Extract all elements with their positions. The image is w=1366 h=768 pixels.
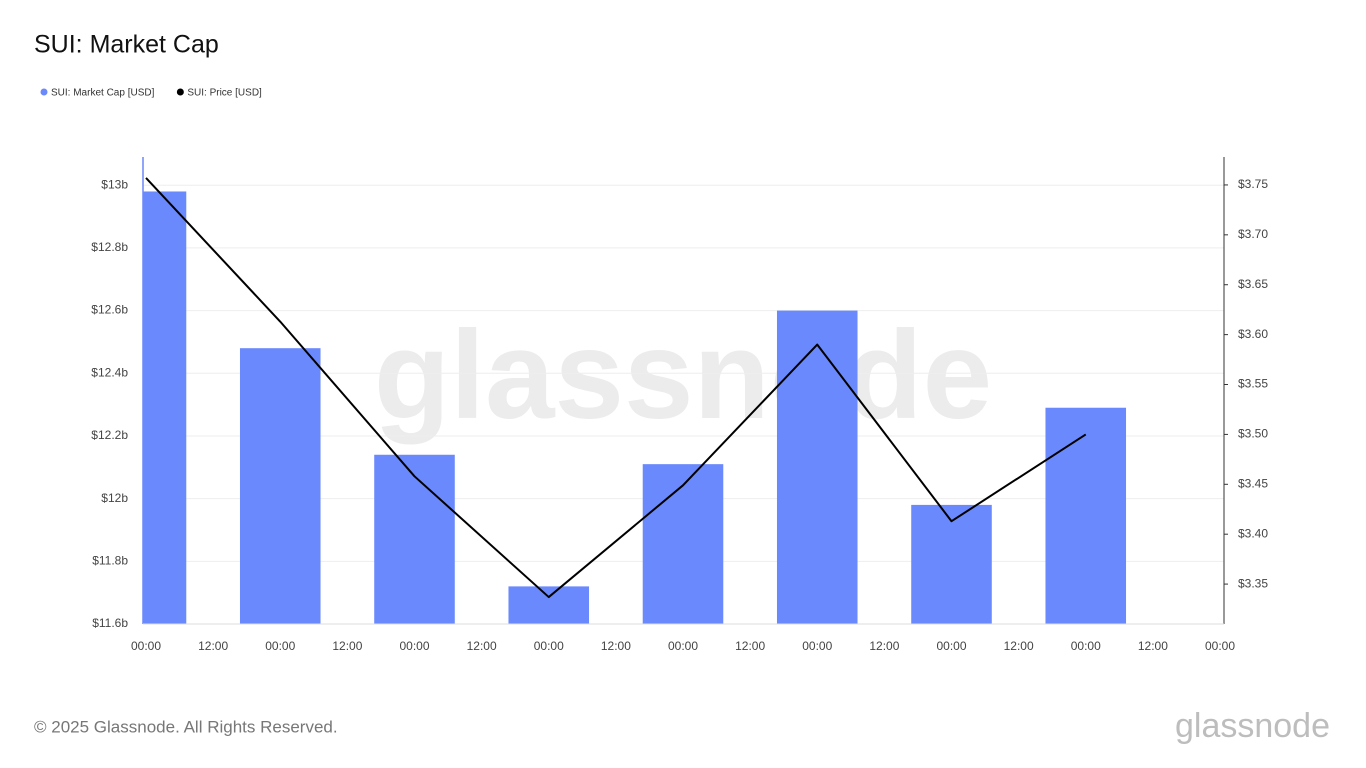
y-tick-label: $12.4b bbox=[91, 365, 128, 379]
y-tick-label: $12.8b bbox=[91, 240, 128, 254]
legend-label: SUI: Price [USD] bbox=[187, 88, 262, 99]
y2-tick-label: $3.65 bbox=[1238, 277, 1268, 291]
x-tick-label: 12:00 bbox=[198, 639, 228, 653]
y2-tick-label: $3.35 bbox=[1238, 576, 1268, 590]
y-tick-label: $12.6b bbox=[91, 303, 128, 317]
y-tick-label: $11.8b bbox=[92, 553, 128, 567]
axes: $11.6b $11.8b $12b $12.2b $12.4b $12.6b $12.8b… bbox=[91, 157, 1268, 653]
x-tick-label: 12:00 bbox=[601, 639, 631, 653]
x-tick-label: 12:00 bbox=[869, 639, 899, 653]
x-tick-label: 00:00 bbox=[1071, 639, 1101, 653]
price-line bbox=[145, 177, 1087, 599]
x-tick-label: 00:00 bbox=[802, 639, 832, 653]
x-tick-label: 00:00 bbox=[668, 639, 698, 653]
y2-tick-label: $3.75 bbox=[1238, 177, 1268, 191]
y-tick-label: $11.6b bbox=[92, 616, 128, 630]
legend-label: SUI: Market Cap [USD] bbox=[51, 88, 155, 99]
x-tick-label: 12:00 bbox=[467, 639, 497, 653]
bar bbox=[776, 310, 858, 624]
x-tick-label: 12:00 bbox=[1138, 639, 1168, 653]
y-tick-label: $12b bbox=[101, 491, 128, 505]
plot-area bbox=[143, 177, 1127, 625]
watermark: glassnode bbox=[374, 306, 992, 445]
legend-marker bbox=[176, 88, 184, 96]
chart-title: SUI: Market Cap bbox=[34, 31, 219, 59]
bar bbox=[1045, 407, 1127, 624]
x-tick-label: 12:00 bbox=[332, 639, 362, 653]
y-tick-label: $13b bbox=[101, 177, 128, 191]
y2-tick-label: $3.50 bbox=[1238, 427, 1268, 441]
bar bbox=[911, 504, 992, 624]
y2-tick-label: $3.55 bbox=[1238, 377, 1268, 391]
x-tick-label: 00:00 bbox=[399, 639, 429, 653]
x-tick-label: 12:00 bbox=[1004, 639, 1034, 653]
x-tick-label: 00:00 bbox=[1205, 639, 1235, 653]
bar bbox=[642, 464, 724, 624]
legend-marker bbox=[40, 88, 48, 96]
y2-tick-label: $3.60 bbox=[1238, 327, 1268, 341]
y2-tick-label: $3.70 bbox=[1238, 227, 1268, 241]
bar bbox=[239, 348, 321, 624]
bar bbox=[143, 191, 187, 625]
y-tick-label: $12.2b bbox=[91, 428, 128, 442]
bar bbox=[508, 586, 590, 624]
x-tick-label: 00:00 bbox=[534, 639, 564, 653]
brand-logo: glassnode bbox=[1175, 707, 1330, 745]
copyright: © 2025 Glassnode. All Rights Reserved. bbox=[34, 717, 338, 736]
y2-tick-label: $3.40 bbox=[1238, 526, 1268, 540]
x-tick-label: 00:00 bbox=[131, 639, 161, 653]
x-tick-label: 00:00 bbox=[936, 639, 966, 653]
y2-tick-label: $3.45 bbox=[1238, 476, 1268, 490]
x-tick-label: 00:00 bbox=[265, 639, 295, 653]
x-tick-label: 12:00 bbox=[735, 639, 765, 653]
bar bbox=[374, 454, 455, 624]
